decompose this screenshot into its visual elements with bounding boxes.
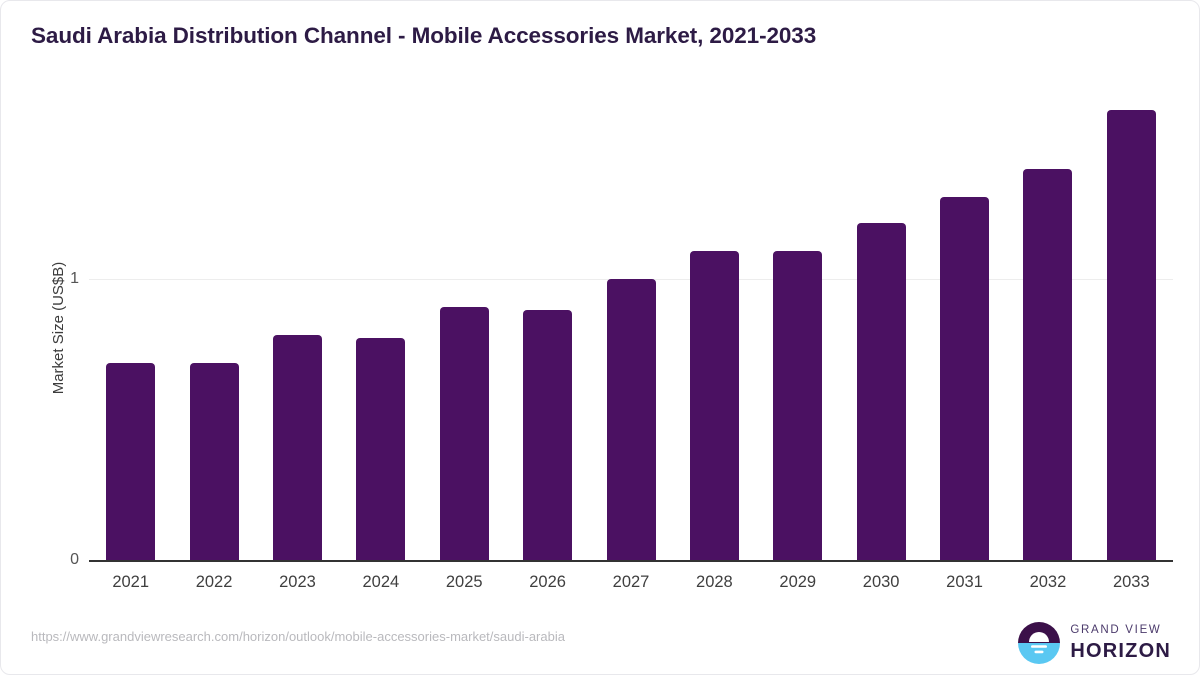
brand-name-primary: GRAND VIEW bbox=[1070, 624, 1162, 637]
x-axis-tick-label: 2030 bbox=[862, 573, 900, 591]
bar[interactable] bbox=[689, 250, 739, 560]
bar[interactable] bbox=[523, 309, 573, 560]
x-axis-tick-label: 2025 bbox=[445, 573, 483, 591]
bar-series bbox=[89, 96, 1173, 560]
bar[interactable] bbox=[856, 222, 906, 560]
brand-logo: GRAND VIEW HORIZON bbox=[1017, 621, 1171, 665]
x-axis-tick-label: 2031 bbox=[946, 573, 983, 591]
x-axis-tick-label: 2028 bbox=[696, 573, 733, 591]
x-axis-tick-label: 2022 bbox=[195, 573, 233, 591]
x-axis-tick-label: 2027 bbox=[612, 573, 650, 591]
brand-logo-text: GRAND VIEW HORIZON bbox=[1070, 625, 1171, 661]
x-axis-tick-label: 2026 bbox=[529, 573, 566, 591]
bar[interactable] bbox=[356, 337, 406, 560]
x-axis-tick-label: 2023 bbox=[279, 573, 316, 591]
x-axis-tick-label: 2021 bbox=[112, 573, 150, 591]
bar[interactable] bbox=[189, 363, 239, 560]
x-axis-tick-label: 2032 bbox=[1029, 573, 1067, 591]
x-axis-tick-label: 2024 bbox=[362, 573, 400, 591]
page-title: Saudi Arabia Distribution Channel - Mobi… bbox=[31, 23, 817, 48]
y-axis-title: Market Size (US$B) bbox=[49, 261, 67, 395]
bar[interactable] bbox=[272, 335, 322, 560]
x-axis-tick-label: 2029 bbox=[779, 573, 817, 591]
x-axis-tick-label: 2033 bbox=[1112, 573, 1150, 591]
bar[interactable] bbox=[940, 197, 990, 560]
plot-area bbox=[89, 96, 1173, 560]
x-axis-line bbox=[89, 560, 1173, 562]
brand-name-secondary: HORIZON bbox=[1070, 639, 1171, 662]
bar[interactable] bbox=[1023, 169, 1073, 560]
bar[interactable] bbox=[439, 306, 489, 560]
source-url[interactable]: https://www.grandviewresearch.com/horizo… bbox=[31, 629, 565, 644]
bar[interactable] bbox=[606, 278, 656, 560]
x-axis-tick-labels: 2021 2022 2023 2024 2025 2026 2027 2028 2029 2030… bbox=[89, 573, 1173, 597]
bar[interactable] bbox=[106, 363, 156, 560]
bar[interactable] bbox=[1106, 110, 1156, 560]
horizon-sun-circle-icon bbox=[1018, 622, 1061, 664]
bar[interactable] bbox=[773, 250, 823, 560]
